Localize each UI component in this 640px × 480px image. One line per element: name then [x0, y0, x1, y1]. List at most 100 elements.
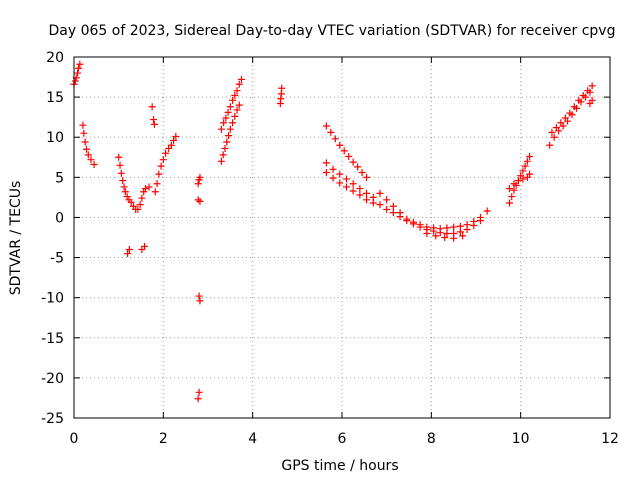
data-point [579, 92, 587, 100]
data-point [124, 250, 132, 258]
data-point [157, 162, 165, 170]
y-tick-label: 20 [46, 50, 64, 66]
data-point [463, 221, 471, 229]
data-point [195, 292, 203, 300]
x-tick-label: 0 [70, 431, 79, 447]
data-point [356, 191, 364, 199]
data-point [71, 77, 79, 85]
data-point [235, 101, 243, 109]
data-point [430, 224, 438, 232]
data-point [483, 207, 491, 215]
data-point [148, 103, 156, 111]
data-point [222, 114, 230, 122]
data-points [70, 60, 596, 403]
data-point [145, 183, 153, 191]
data-point [90, 160, 98, 168]
data-point [358, 169, 366, 177]
data-point [322, 159, 330, 167]
data-point [74, 69, 82, 77]
data-point [550, 133, 558, 141]
x-axis-label: GPS time / hours [281, 458, 398, 474]
data-point [519, 175, 527, 183]
data-point [369, 199, 377, 207]
data-point [476, 213, 484, 221]
x-tick-label: 12 [601, 431, 619, 447]
data-point [138, 194, 146, 202]
y-tick-label: -20 [41, 371, 64, 387]
data-point [167, 141, 175, 149]
data-point [383, 205, 391, 213]
data-point [226, 103, 234, 111]
data-point [548, 128, 556, 136]
data-point [354, 163, 362, 171]
data-point [588, 96, 596, 104]
data-point [217, 125, 225, 133]
data-point [162, 149, 170, 157]
data-point [223, 138, 231, 146]
data-point [229, 96, 237, 104]
data-point [224, 108, 232, 116]
tick-labels: 0 2 4 6 8 10 12 -25 -20 -15 -10 -5 0 5 10 15 20 [41, 50, 619, 447]
data-point [403, 215, 411, 223]
data-point [336, 141, 344, 149]
data-point [363, 196, 371, 204]
data-point [363, 189, 371, 197]
data-point [119, 177, 127, 185]
data-point [134, 205, 142, 213]
data-point [416, 221, 424, 229]
x-tick-label: 10 [512, 431, 530, 447]
y-tick-label: -5 [50, 251, 64, 267]
data-point [514, 177, 522, 185]
data-point [336, 170, 344, 178]
data-point [217, 157, 225, 165]
data-point [233, 87, 241, 95]
data-point [349, 187, 357, 195]
data-point [194, 196, 202, 204]
data-point [327, 128, 335, 136]
data-point [196, 173, 204, 181]
data-point [423, 229, 431, 237]
data-point [159, 156, 167, 164]
data-point [409, 218, 417, 226]
data-point [194, 395, 202, 403]
data-point [342, 175, 350, 183]
data-point [225, 132, 233, 140]
data-point [153, 180, 161, 188]
data-point [220, 119, 228, 127]
data-point [196, 297, 204, 305]
data-point [345, 152, 353, 160]
data-point [219, 151, 227, 159]
data-point [116, 161, 124, 169]
data-point [349, 180, 357, 188]
data-point [83, 145, 91, 153]
data-point [195, 388, 203, 396]
data-point [80, 129, 88, 137]
data-point [526, 170, 534, 178]
data-point [508, 193, 516, 201]
data-point [331, 135, 339, 143]
data-point [141, 185, 149, 193]
data-point [575, 96, 583, 104]
y-tick-label: 5 [55, 170, 64, 186]
data-point [231, 92, 239, 100]
data-point [115, 153, 123, 161]
data-point [561, 114, 569, 122]
data-point [322, 169, 330, 177]
data-point [526, 152, 534, 160]
data-point [432, 232, 440, 240]
y-tick-label: 10 [46, 130, 64, 146]
data-point [336, 179, 344, 187]
data-point [233, 106, 241, 114]
data-point [552, 124, 560, 132]
data-point [584, 87, 592, 95]
data-point [120, 183, 128, 191]
data-point [389, 202, 397, 210]
data-point [170, 136, 178, 144]
data-point [117, 169, 125, 177]
data-point [229, 119, 237, 127]
y-tick-label: -15 [41, 331, 64, 347]
data-point [121, 188, 129, 196]
data-point [79, 121, 87, 129]
x-tick-label: 4 [248, 431, 257, 447]
